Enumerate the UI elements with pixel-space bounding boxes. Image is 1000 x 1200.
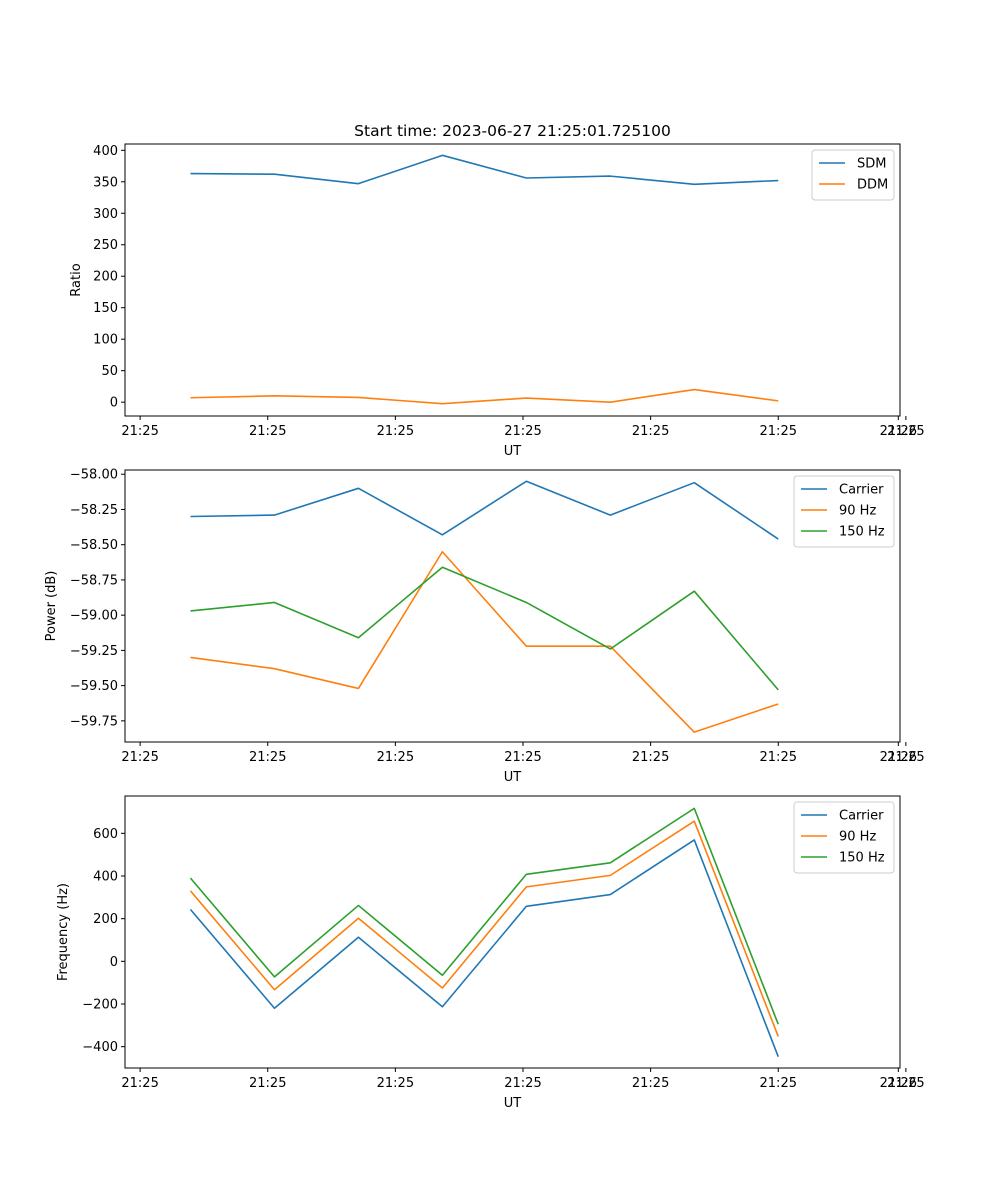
x-tick-label: 21:25 bbox=[121, 750, 158, 765]
y-tick-label: 300 bbox=[93, 207, 118, 222]
series-line-150-hz bbox=[189, 807, 779, 1025]
legend-label: 150 Hz bbox=[839, 851, 885, 866]
legend-label: Carrier bbox=[839, 809, 884, 824]
plot-frame bbox=[124, 795, 901, 1069]
y-tick-label: −58.75 bbox=[70, 573, 118, 588]
y-tick-label: 350 bbox=[93, 175, 118, 190]
x-tick-label: 21:25 bbox=[249, 750, 286, 765]
x-tick-label: 21:25 bbox=[632, 750, 669, 765]
y-tick-label: −400 bbox=[82, 1040, 118, 1055]
y-tick-label: −58.25 bbox=[70, 503, 118, 518]
x-axis-label: UT bbox=[504, 770, 522, 785]
y-tick-label: −59.25 bbox=[70, 644, 118, 659]
x-axis-label: UT bbox=[504, 444, 522, 459]
x-tick-label: 21:25 bbox=[887, 424, 924, 439]
x-tick-label: 21:25 bbox=[632, 1076, 669, 1091]
series-line-150-hz bbox=[190, 566, 779, 691]
legend-label: SDM bbox=[857, 157, 886, 172]
y-axis-label: Frequency (Hz) bbox=[56, 883, 71, 981]
legend-label: 90 Hz bbox=[839, 504, 876, 519]
x-tick-label: 21:25 bbox=[504, 424, 541, 439]
x-tick-label: 21:25 bbox=[760, 424, 797, 439]
series-line-90-hz bbox=[189, 820, 779, 1037]
figure-title: Start time: 2023-06-27 21:25:01.725100 bbox=[354, 122, 671, 140]
x-tick-label: 21:25 bbox=[377, 1076, 414, 1091]
power-panel: −59.75 −59.50 −59.25 −59.00 −58.75 −58.50 −58.… bbox=[44, 468, 925, 785]
x-tick-label: 21:25 bbox=[377, 424, 414, 439]
x-tick-label: 21:25 bbox=[632, 424, 669, 439]
y-tick-label: 100 bbox=[93, 333, 118, 348]
legend-box bbox=[793, 475, 895, 548]
series-line-sdm bbox=[190, 154, 779, 186]
x-tick-label: 21:25 bbox=[249, 424, 286, 439]
y-tick-label: −200 bbox=[82, 998, 118, 1013]
y-tick-label: −58.50 bbox=[70, 538, 118, 553]
y-tick-label: 0 bbox=[110, 396, 118, 411]
x-tick-label: 21:25 bbox=[121, 1076, 158, 1091]
y-tick-label: 150 bbox=[93, 301, 118, 316]
series-line-carrier bbox=[190, 480, 779, 540]
y-tick-label: 0 bbox=[110, 955, 118, 970]
y-tick-label: 250 bbox=[93, 238, 118, 253]
x-tick-label: 21:25 bbox=[760, 1076, 797, 1091]
x-tick-label: 21:25 bbox=[504, 1076, 541, 1091]
y-axis-label: Power (dB) bbox=[44, 571, 59, 642]
y-tick-label: 600 bbox=[93, 827, 118, 842]
y-tick-label: 200 bbox=[93, 270, 118, 285]
y-tick-label: −58.00 bbox=[70, 468, 118, 483]
x-tick-label: 21:26 bbox=[880, 1076, 917, 1091]
y-tick-label: −59.50 bbox=[70, 679, 118, 694]
y-tick-label: −59.00 bbox=[70, 609, 118, 624]
x-tick-label: 21:25 bbox=[504, 750, 541, 765]
x-tick-label: 21:25 bbox=[121, 424, 158, 439]
x-tick-label: 21:26 bbox=[880, 750, 917, 765]
legend: Carrier 90 Hz 150 Hz bbox=[793, 475, 895, 548]
legend-label: 90 Hz bbox=[839, 830, 876, 845]
series-line-carrier bbox=[189, 839, 779, 1057]
y-tick-label: 400 bbox=[93, 144, 118, 159]
series-line-90-hz bbox=[190, 550, 779, 733]
plot-frame bbox=[124, 469, 901, 743]
x-tick-label: 21:25 bbox=[249, 1076, 286, 1091]
legend: Carrier 90 Hz 150 Hz bbox=[793, 801, 895, 874]
x-tick-label: 21:25 bbox=[760, 750, 797, 765]
legend: SDM DDM bbox=[811, 149, 895, 201]
plot-frame bbox=[124, 143, 901, 417]
y-axis-label: Ratio bbox=[69, 263, 84, 296]
legend-label: Carrier bbox=[839, 483, 884, 498]
y-tick-label: 50 bbox=[101, 364, 118, 379]
legend-box bbox=[793, 801, 895, 874]
legend-label: DDM bbox=[857, 178, 888, 193]
x-tick-label: 21:25 bbox=[887, 1076, 924, 1091]
legend-label: 150 Hz bbox=[839, 525, 885, 540]
series-line-ddm bbox=[190, 388, 779, 405]
x-tick-label: 21:25 bbox=[887, 750, 924, 765]
x-tick-label: 21:26 bbox=[880, 424, 917, 439]
y-tick-label: 200 bbox=[93, 912, 118, 927]
y-tick-label: 400 bbox=[93, 870, 118, 885]
x-tick-label: 21:25 bbox=[377, 750, 414, 765]
x-axis-label: UT bbox=[504, 1096, 522, 1111]
y-tick-label: −59.75 bbox=[70, 714, 118, 729]
